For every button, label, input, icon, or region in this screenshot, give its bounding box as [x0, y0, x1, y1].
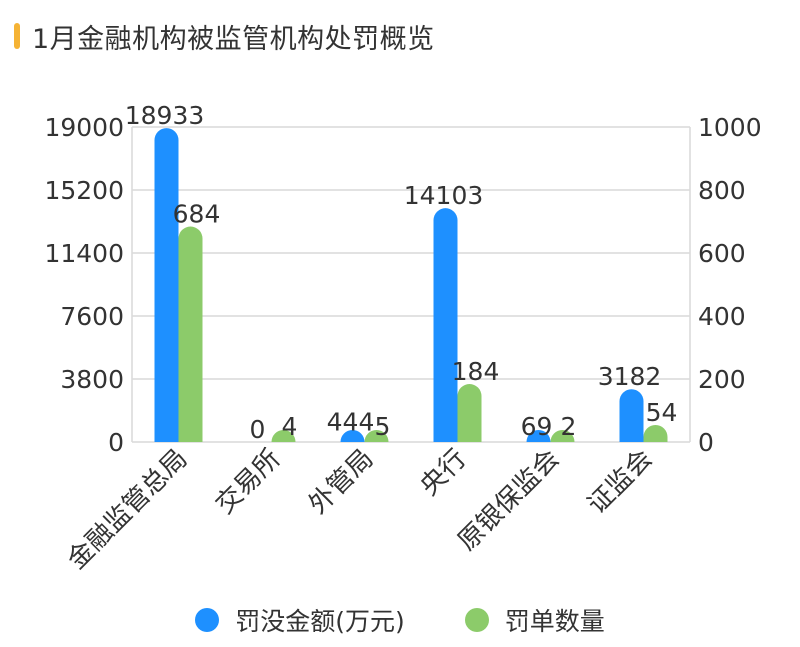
- x-tick-label: 金融监管总局: [62, 444, 194, 576]
- bar-count[interactable]: [457, 384, 482, 442]
- x-tick-label: 外管局: [303, 444, 379, 520]
- legend-swatch-count: [464, 608, 489, 632]
- legend-label-amount: 罚没金额(万元): [235, 607, 405, 636]
- y-left-tick-label: 11400: [44, 239, 124, 268]
- y-left-tick-label: 3800: [60, 365, 124, 394]
- y-left-tick-label: 19000: [44, 113, 124, 142]
- data-label-count: 684: [173, 200, 221, 229]
- data-label-amount: 69: [521, 412, 553, 441]
- chart-legend: 罚没金额(万元) 罚单数量: [0, 598, 800, 642]
- bar-amount[interactable]: [526, 430, 551, 442]
- x-tick-label: 交易所: [210, 444, 286, 520]
- data-label-count: 184: [452, 357, 500, 386]
- chart-title-row: 1月金融机构被监管机构处罚概览: [14, 18, 435, 55]
- data-label-count: 54: [646, 398, 678, 427]
- data-label-count: 4: [282, 412, 298, 441]
- bar-amount[interactable]: [154, 128, 179, 443]
- bar-amount[interactable]: [619, 389, 644, 442]
- title-accent-bar: [14, 23, 20, 49]
- y-right-tick-label: 200: [698, 365, 746, 394]
- y-right-tick-label: 0: [698, 428, 714, 457]
- bar-count[interactable]: [550, 430, 575, 442]
- chart-title: 1月金融机构被监管机构处罚概览: [32, 23, 435, 55]
- legend-item-count[interactable]: 罚单数量: [464, 602, 605, 638]
- data-label-amount: 3182: [598, 362, 662, 391]
- x-tick-label: 证监会: [582, 444, 658, 520]
- data-label-count: 5: [375, 412, 391, 441]
- data-label-amount: 14103: [404, 181, 484, 210]
- legend-item-amount[interactable]: 罚没金额(万元): [195, 602, 405, 638]
- bar-amount[interactable]: [340, 430, 365, 442]
- legend-swatch-amount: [195, 608, 220, 632]
- y-right-tick-label: 600: [698, 239, 746, 268]
- data-label-amount: 18933: [125, 101, 205, 130]
- y-right-tick-label: 800: [698, 176, 746, 205]
- bar-count[interactable]: [271, 430, 296, 442]
- x-tick-label: 央行: [414, 444, 472, 502]
- y-left-tick-label: 15200: [44, 176, 124, 205]
- data-label-amount: 0: [250, 415, 266, 444]
- y-left-tick-label: 7600: [60, 302, 124, 331]
- bar-count[interactable]: [643, 424, 668, 442]
- bar-chart: 1900015200114007600380001000800600400200…: [44, 101, 762, 576]
- y-left-tick-label: 0: [108, 428, 124, 457]
- y-right-tick-label: 1000: [698, 113, 762, 142]
- legend-label-count: 罚单数量: [504, 607, 605, 636]
- data-label-count: 2: [561, 412, 577, 441]
- x-tick-label: 原银保监会: [452, 444, 565, 557]
- bar-count[interactable]: [178, 226, 203, 442]
- bar-count[interactable]: [364, 430, 389, 442]
- y-right-tick-label: 400: [698, 302, 746, 331]
- data-label-amount: 444: [327, 408, 375, 437]
- bar-amount[interactable]: [433, 208, 458, 442]
